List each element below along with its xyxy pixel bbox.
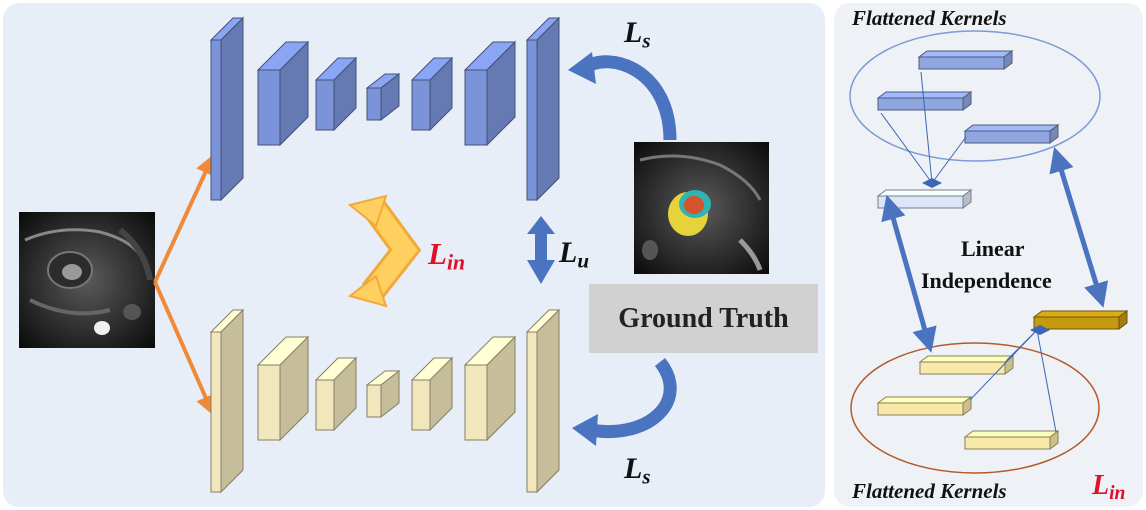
bottom-layer-5 [410,356,454,432]
top-kernel-ellipse [849,30,1101,162]
right-double-arrow-right [1049,146,1109,308]
kernel-yellow-3 [963,430,1060,450]
kernel-blue-3 [963,124,1060,144]
bottom-network [209,308,561,494]
lin-yellow-arrow [347,194,422,308]
linear-text: Linear [961,236,1025,261]
top-network [209,16,561,202]
lin-right-label: Lin [1092,470,1126,504]
top-layer-3 [314,56,358,132]
input-mri-image [19,212,155,348]
lin-left-label: Lin [428,236,466,275]
top-layer-2 [256,40,310,147]
top-layer-1 [209,16,245,202]
kernel-yellow-2 [876,396,973,416]
ground-truth-box: Ground Truth [589,284,818,353]
lu-label: Lu [559,236,590,273]
bottom-layer-7 [525,308,561,494]
ls-top-curved-arrow [568,52,677,141]
ls-bottom-label: Ls [624,452,651,489]
top-kernel-diamond [922,178,942,188]
bottom-layer-3 [314,356,358,432]
independence-text: Independence [921,268,1052,293]
kernel-yellow-1 [918,355,1015,375]
kernel-blue-2 [876,91,973,111]
orange-arrow-bottom [153,281,215,416]
bottom-layer-6 [463,335,517,442]
kernel-light-result [876,189,973,209]
top-layer-7 [525,16,561,202]
kernel-blue-1 [917,50,1014,70]
bottom-layer-2 [256,335,310,442]
ls-bottom-curved-arrow [572,357,677,446]
orange-arrow-top [153,154,215,283]
kernels-title-top: Flattened Kernels [852,6,1007,30]
top-layer-5 [410,56,454,132]
segmented-mri-image [634,142,769,274]
top-layer-6 [463,40,517,147]
kernel-bars [876,50,1129,450]
right-double-arrow-left [881,194,937,353]
ls-top-label: Ls [624,16,651,53]
bottom-layer-1 [209,308,245,494]
top-kernel-connections [880,71,967,184]
bottom-kernel-diamond [1030,325,1050,335]
kernel-gold [1032,310,1129,330]
bottom-layer-4 [365,369,401,419]
bottom-kernel-ellipse [850,342,1100,474]
kernels-title-bottom: Flattened Kernels [852,479,1007,503]
top-layer-4 [365,72,401,122]
bottom-kernel-connections [969,329,1057,433]
ground-truth-label: Ground Truth [618,302,789,334]
lu-double-arrow [527,216,555,284]
